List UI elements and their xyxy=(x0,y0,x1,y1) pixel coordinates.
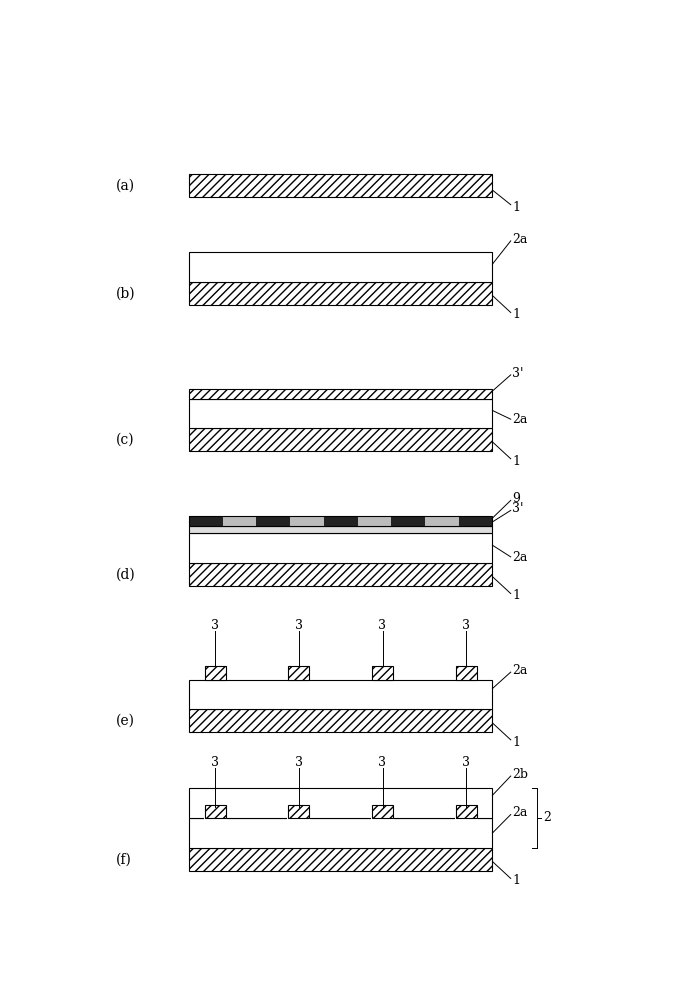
Text: 3: 3 xyxy=(379,619,386,632)
Text: 2a: 2a xyxy=(512,233,528,246)
Bar xyxy=(189,526,493,533)
Text: (e): (e) xyxy=(116,714,135,728)
Text: 1: 1 xyxy=(512,874,520,887)
Bar xyxy=(459,516,493,526)
Text: 1: 1 xyxy=(512,201,520,214)
Bar xyxy=(189,252,493,282)
Text: 1: 1 xyxy=(512,736,520,749)
Text: 3: 3 xyxy=(462,756,470,769)
Bar xyxy=(456,805,477,818)
Bar xyxy=(189,788,493,818)
Bar xyxy=(189,282,493,305)
Bar xyxy=(189,709,493,732)
Text: 3: 3 xyxy=(295,619,302,632)
Bar xyxy=(189,533,493,563)
Text: 9: 9 xyxy=(512,492,520,505)
Text: (f): (f) xyxy=(116,852,132,866)
Bar xyxy=(372,666,393,680)
Text: (b): (b) xyxy=(116,286,136,300)
Bar xyxy=(189,516,223,526)
Text: 1: 1 xyxy=(512,455,520,468)
Bar xyxy=(189,428,493,451)
Text: 3': 3' xyxy=(512,502,524,515)
Text: 1: 1 xyxy=(512,308,520,321)
Bar xyxy=(288,666,309,680)
Text: 3: 3 xyxy=(211,756,219,769)
Text: (c): (c) xyxy=(116,433,134,447)
Bar xyxy=(256,516,290,526)
Text: 2: 2 xyxy=(543,811,551,824)
Bar xyxy=(372,805,393,818)
Text: 2a: 2a xyxy=(512,413,528,426)
Text: 3: 3 xyxy=(295,756,302,769)
Bar xyxy=(189,174,493,197)
Bar xyxy=(455,803,478,820)
Bar xyxy=(358,516,391,526)
Bar xyxy=(189,848,493,871)
Text: 2a: 2a xyxy=(512,664,528,677)
Bar xyxy=(324,516,358,526)
Bar xyxy=(392,516,425,526)
Bar xyxy=(425,516,459,526)
Bar xyxy=(371,803,394,820)
Text: 3: 3 xyxy=(211,619,219,632)
Text: 2b: 2b xyxy=(512,768,529,781)
Bar xyxy=(288,803,311,820)
Bar xyxy=(456,666,477,680)
Text: 3: 3 xyxy=(379,756,386,769)
Bar xyxy=(223,516,256,526)
Bar xyxy=(205,666,225,680)
Text: 2a: 2a xyxy=(512,551,528,564)
Bar xyxy=(189,563,493,586)
Bar xyxy=(288,805,309,818)
Bar xyxy=(189,818,493,848)
Bar xyxy=(189,399,493,428)
Text: (d): (d) xyxy=(116,567,136,581)
Bar xyxy=(290,516,324,526)
Bar xyxy=(189,389,493,399)
Bar xyxy=(189,516,493,526)
Bar xyxy=(205,805,225,818)
Bar xyxy=(204,803,227,820)
Text: 3: 3 xyxy=(462,619,470,632)
Text: 2a: 2a xyxy=(512,806,528,820)
Text: (a): (a) xyxy=(116,178,135,192)
Bar xyxy=(189,680,493,709)
Text: 3': 3' xyxy=(512,367,524,380)
Text: 1: 1 xyxy=(512,589,520,602)
